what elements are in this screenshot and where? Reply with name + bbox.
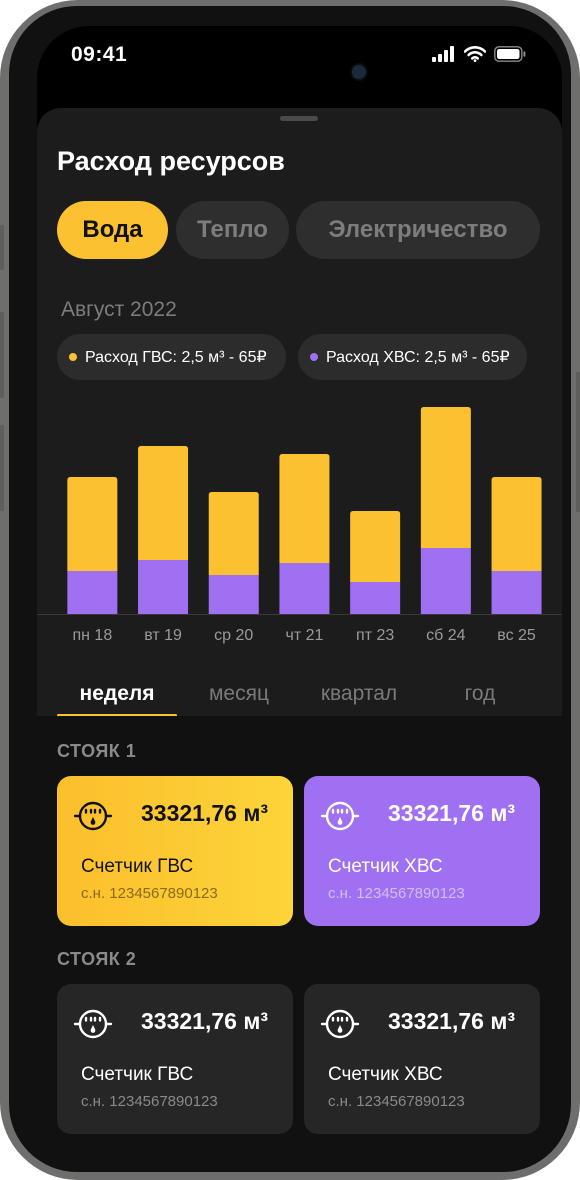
meter-card-riser2-xvs[interactable]: 33321,76 м³ Счетчик ХВС с.н. 12345678901… [304, 984, 540, 1134]
meter-serial: с.н. 1234567890123 [81, 1093, 218, 1110]
bar-xvs-1[interactable] [138, 560, 189, 614]
legend-xvs-label: Расход ХВС: 2,5 м³ - 65₽ [326, 349, 510, 366]
meter-name: Счетчик ХВС [328, 856, 443, 877]
x-tick-label: вс 25 [497, 627, 536, 644]
volume-up-button [0, 312, 4, 398]
bar-gvs-6[interactable] [491, 477, 542, 571]
phone-bezel: 09:41 [9, 6, 571, 1172]
riser-2-label: СТОЯК 2 [57, 949, 137, 969]
x-tick-label: пн 18 [72, 627, 112, 644]
x-tick-label: сб 24 [426, 627, 466, 644]
bar-xvs-5[interactable] [420, 548, 471, 614]
status-bar: 09:41 [37, 26, 562, 88]
period-label: Август 2022 [61, 298, 177, 321]
bar-xvs-3[interactable] [279, 563, 330, 614]
tab-quarter[interactable]: квартал [320, 682, 398, 705]
tab-year[interactable]: год [464, 682, 496, 705]
water-meter-icon [320, 801, 360, 831]
water-meter-icon [73, 801, 113, 831]
meter-card-riser1-xvs[interactable]: 33321,76 м³ Счетчик ХВС с.н. 12345678901… [304, 776, 540, 926]
active-tab-indicator [57, 714, 177, 717]
meter-reading: 33321,76 м³ [388, 1008, 515, 1034]
tab-week[interactable]: неделя [79, 682, 155, 705]
page-title: Расход ресурсов [57, 146, 285, 176]
phone-screen: 09:41 [37, 26, 562, 1166]
sheet-grabber[interactable] [280, 116, 318, 121]
water-meter-icon [73, 1009, 113, 1039]
x-tick-label: чт 21 [285, 627, 323, 644]
meter-reading: 33321,76 м³ [141, 800, 268, 826]
tab-month[interactable]: месяц [208, 682, 270, 705]
bar-xvs-4[interactable] [350, 582, 401, 614]
notch [172, 26, 422, 86]
x-tick-label: пт 23 [356, 627, 394, 644]
meter-card-riser2-gvs[interactable]: 33321,76 м³ Счетчик ГВС с.н. 12345678901… [57, 984, 293, 1134]
meter-serial: с.н. 1234567890123 [81, 885, 218, 902]
bar-gvs-0[interactable] [67, 477, 118, 571]
status-time: 09:41 [71, 43, 128, 66]
status-icons [432, 46, 526, 62]
bar-xvs-0[interactable] [67, 571, 118, 614]
meter-reading: 33321,76 м³ [141, 1008, 268, 1034]
wifi-icon [464, 46, 486, 62]
bar-gvs-5[interactable] [420, 407, 471, 548]
legend-dot-xvs [310, 353, 318, 361]
bar-xvs-6[interactable] [491, 571, 542, 614]
x-tick-label: вт 19 [144, 627, 182, 644]
silent-switch [0, 225, 4, 270]
meter-serial: с.н. 1234567890123 [328, 885, 465, 902]
consumption-chart: пн 18 вт 19 ср 20 чт 21 пт 23 сб 24 вс 25 [37, 407, 562, 644]
meter-card-riser1-gvs[interactable]: 33321,76 м³ Счетчик ГВС с.н. 12345678901… [57, 776, 293, 926]
riser-1-label: СТОЯК 1 [57, 741, 137, 761]
volume-down-button [0, 425, 4, 511]
battery-icon [494, 46, 526, 62]
legend-gvs: Расход ГВС: 2,5 м³ - 65₽ [57, 334, 286, 380]
meter-serial: с.н. 1234567890123 [328, 1093, 465, 1110]
bar-xvs-2[interactable] [208, 575, 259, 614]
meter-name: Счетчик ГВС [81, 856, 194, 877]
period-tabs: неделя месяц квартал год [37, 660, 562, 717]
resource-sheet: Расход ресурсов Вода Тепло Электричество… [37, 108, 562, 1166]
bar-gvs-4[interactable] [350, 511, 401, 582]
legend-xvs: Расход ХВС: 2,5 м³ - 65₽ [298, 334, 527, 380]
water-meter-icon [320, 1009, 360, 1039]
meter-name: Счетчик ГВС [81, 1064, 194, 1085]
x-tick-label: ср 20 [214, 627, 253, 644]
bar-gvs-3[interactable] [279, 454, 330, 563]
front-camera [350, 63, 368, 81]
bar-gvs-1[interactable] [138, 446, 189, 560]
power-button [576, 372, 580, 512]
meter-name: Счетчик ХВС [328, 1064, 443, 1085]
legend-dot-gvs [69, 353, 77, 361]
bar-gvs-2[interactable] [208, 492, 259, 575]
legend-gvs-label: Расход ГВС: 2,5 м³ - 65₽ [85, 349, 267, 366]
signal-icon [432, 46, 454, 62]
tab-electricity[interactable]: Электричество [296, 201, 540, 259]
tab-heat[interactable]: Тепло [176, 201, 289, 259]
meter-reading: 33321,76 м³ [388, 800, 515, 826]
tab-water[interactable]: Вода [57, 201, 168, 259]
meters-section: СТОЯК 1 33321,76 м³ Счетчик ГВС с.н. 123… [37, 716, 562, 1166]
